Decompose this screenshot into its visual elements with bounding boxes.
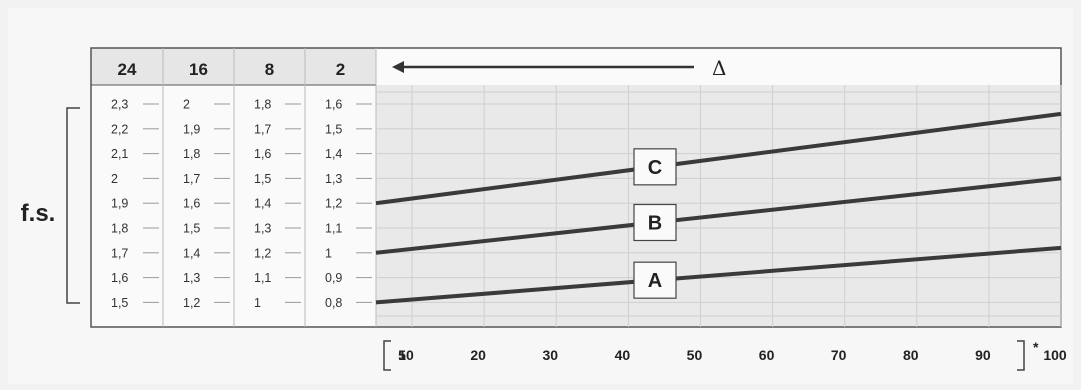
series-lines: A B C — [375, 111, 1062, 305]
table-cell: 0,8 — [325, 296, 342, 310]
y-axis-label: f.s. — [21, 200, 56, 227]
series-line-a — [375, 245, 1062, 305]
x-tick-label: 100 — [1043, 347, 1067, 363]
table-cell: 1,4 — [325, 147, 342, 161]
series-label-box — [633, 148, 677, 186]
x-tick-label: 50 — [687, 347, 703, 363]
series-line-c — [375, 111, 1062, 206]
table-cell: 1,8 — [111, 222, 128, 236]
table-cell: 2 — [111, 172, 118, 186]
table-cell: 1,7 — [183, 172, 200, 186]
table-cell: 1,8 — [183, 147, 200, 161]
table-cell: 1,5 — [111, 296, 128, 310]
table-cell: 1,1 — [254, 271, 271, 285]
table-cell: 1,4 — [254, 197, 271, 211]
table-cell: 2,3 — [111, 98, 128, 112]
table-cell: 1,9 — [111, 197, 128, 211]
series-label-box — [633, 261, 677, 299]
table-cell: 1,5 — [183, 222, 200, 236]
table-cell: 1,2 — [183, 296, 200, 310]
x-axis: 510 20 30 40 50 60 70 80 90 100* — [383, 339, 1067, 371]
annotations: Δf.s. — [21, 56, 726, 304]
plot-background — [376, 85, 1061, 327]
x-tick-label: 60 — [759, 347, 775, 363]
table-cell: 1,6 — [325, 98, 342, 112]
series-label: A — [648, 270, 662, 292]
x-tick-label: 10 — [398, 347, 414, 363]
series-label-box — [633, 203, 677, 242]
table-cell: 1,5 — [254, 172, 271, 186]
table-cell: 1,3 — [254, 222, 271, 236]
table-cell: 2 — [183, 98, 190, 112]
x-tick-label: 80 — [903, 347, 919, 363]
table-cell: 1,1 — [325, 222, 342, 236]
table-cell: 1,6 — [111, 271, 128, 285]
series-label: B — [648, 212, 662, 234]
table-cell: 1,7 — [254, 122, 271, 136]
column-header: 2 — [336, 60, 345, 79]
series-line-b — [375, 176, 1062, 255]
table-cell: 1,4 — [183, 246, 200, 260]
column-header: 16 — [189, 60, 208, 79]
fs-bracket — [66, 107, 80, 304]
table-cell: 1,8 — [254, 98, 271, 112]
value-table: 24 2,3 2,2 2,1 2 1,9 1,8 1,7 1,6 1,5 16 2 1,9 1,8 1,7 1… — [111, 60, 372, 310]
column-header: 8 — [265, 60, 274, 79]
table-cell: 1,6 — [254, 147, 271, 161]
x-bracket-right — [1017, 340, 1025, 371]
series-label: C — [648, 157, 662, 179]
delta-label: Δ — [712, 56, 726, 80]
table-cell: 1,5 — [325, 122, 342, 136]
table-cell: 1,3 — [325, 172, 342, 186]
x-tick-label: 5 — [398, 347, 406, 363]
x-bracket-left — [383, 340, 391, 371]
x-axis-note: * — [1033, 339, 1039, 355]
table-cell: 1 — [254, 296, 261, 310]
x-tick-label: 20 — [470, 347, 486, 363]
table-cell: 0,9 — [325, 271, 342, 285]
column-header: 24 — [118, 60, 137, 79]
table-cell: 1,6 — [183, 197, 200, 211]
table-cell: 1,9 — [183, 122, 200, 136]
table-cell: 1,7 — [111, 246, 128, 260]
table-cell: 2,2 — [111, 122, 128, 136]
x-tick-label: 30 — [542, 347, 558, 363]
table-cell: 1,3 — [183, 271, 200, 285]
delta-arrow-head — [392, 61, 404, 73]
x-tick-label: 40 — [615, 347, 631, 363]
table-cell: 2,1 — [111, 147, 128, 161]
x-tick-label: 90 — [975, 347, 991, 363]
table-cell: 1 — [325, 246, 332, 260]
table-cell: 1,2 — [325, 197, 342, 211]
table-cell: 1,2 — [254, 246, 271, 260]
x-tick-label: 70 — [831, 347, 847, 363]
